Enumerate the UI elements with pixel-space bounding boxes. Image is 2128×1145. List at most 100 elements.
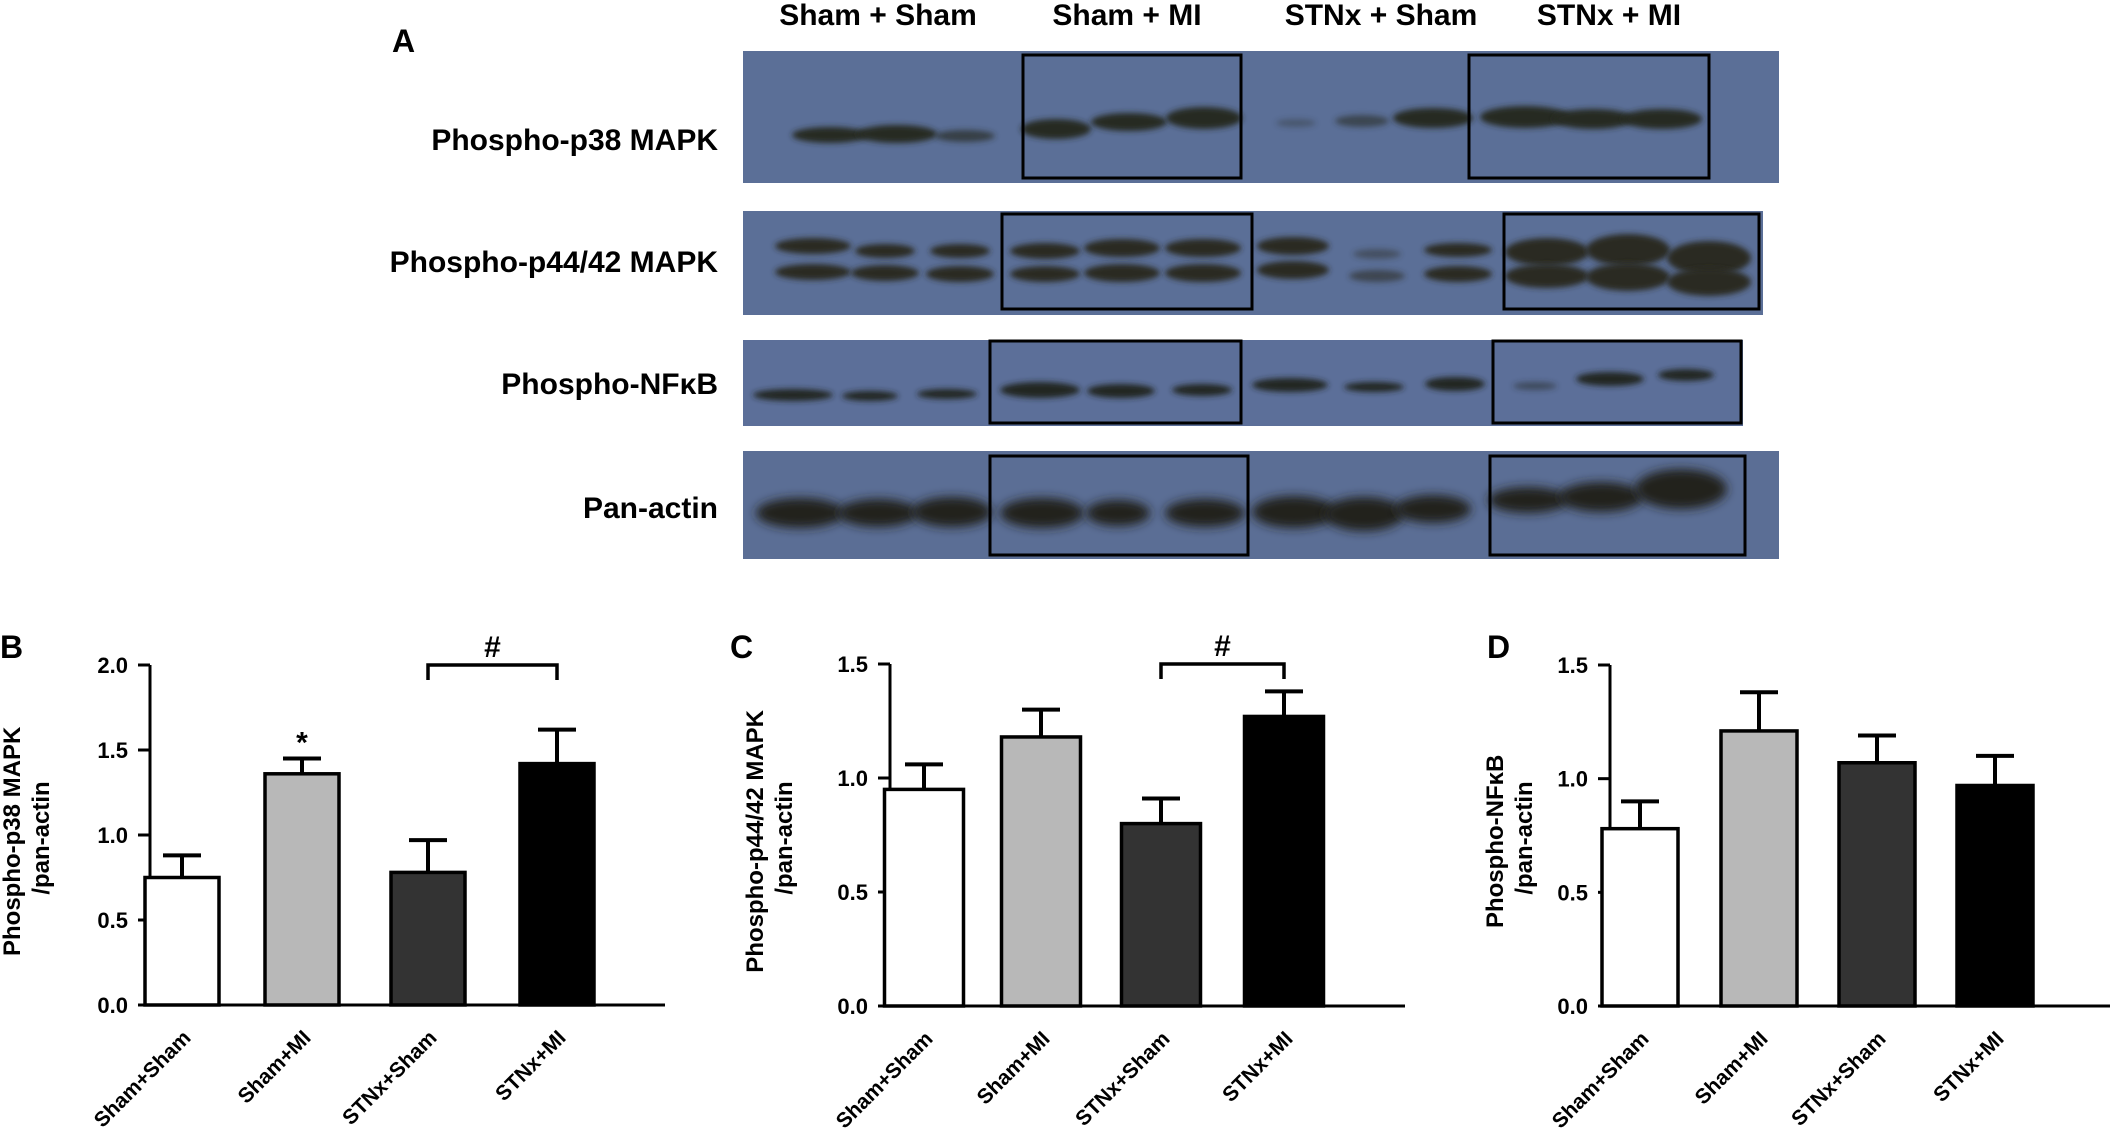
band [857,125,937,143]
panel-a: A Sham + Sham Sham + MI STNx + Sham STNx… [390,0,1779,559]
x-tick-label: STNx+MI [1218,1027,1297,1106]
y-tick-label: 1.5 [97,738,128,763]
band [1488,487,1568,513]
band [1505,238,1589,266]
band [1000,382,1080,398]
band [753,389,833,401]
band [1622,109,1702,129]
bar [1837,761,1917,1008]
x-tick-label: Sham+Sham [90,1026,196,1132]
bar [1955,783,2035,1008]
band [1084,239,1160,257]
band [1559,482,1643,512]
band [1344,382,1404,392]
bar [389,870,467,1007]
bands-pan-actin [756,469,1727,531]
box-sham-mi-pan-actin [988,454,1250,557]
x-tick-label: STNx+MI [1929,1027,2008,1106]
group-label-stnx-mi: STNx + MI [1537,0,1681,32]
band [1353,249,1401,259]
band [1586,263,1670,291]
band [1324,497,1404,531]
bands-p38 [792,106,1702,143]
x-tick-label: STNx+Sham [338,1026,441,1129]
y-axis-label-line-2: /pan-actin [1511,781,1538,894]
band [1395,495,1471,523]
group-label-sham-sham: Sham + Sham [779,0,977,32]
bands-p44-42 [775,234,1751,296]
y-tick-label: 0.0 [837,994,868,1019]
band [1667,241,1751,275]
y-tick-label: 1.5 [837,652,868,677]
band [930,244,990,258]
band [1349,270,1405,282]
band [1576,372,1644,386]
x-tick-label: Sham+MI [1691,1027,1773,1109]
x-tick-label: Sham+Sham [1548,1027,1654,1133]
panel-d: D Phospho-NFκB /pan-actin 0.0 0.5 1.0 1.5 Sh… [1482,629,2110,1133]
y-axis-label-line-1: Phospho-p44/42 MAPK [742,709,769,972]
band [838,499,918,527]
band [1276,119,1316,127]
group-boxes [988,53,1761,557]
y-tick-label: 1.0 [837,766,868,791]
band [1257,261,1329,279]
box-sham-mi-p38 [1021,53,1243,180]
band [1257,237,1329,255]
group-label-sham-mi: Sham + MI [1052,0,1201,32]
band [1586,234,1670,266]
band [756,498,844,528]
band [1010,266,1080,282]
band [1553,109,1633,129]
band [1667,268,1751,296]
band [1425,377,1485,391]
y-tick-label: 1.5 [1557,653,1588,678]
y-tick-label: 2.0 [97,653,128,678]
band [1335,115,1389,127]
box-stnx-mi-nfkb [1491,339,1743,425]
band [1087,384,1155,398]
band [1505,264,1589,288]
box-stnx-mi-pan-actin [1488,454,1747,557]
chart-b: Phospho-p38 MAPK /pan-actin 0.0 0.5 1.0 1.5… [0,631,665,1132]
y-axis-label: Phospho-NFκB /pan-actin [1482,748,1538,928]
group-label-stnx-sham: STNx + Sham [1285,0,1478,32]
y-axis-label-line-1: Phospho-p38 MAPK [0,726,26,956]
band [775,264,851,280]
significance-hash: # [1214,630,1231,663]
bar [143,875,221,1007]
significance-bracket [426,663,559,680]
bar [263,772,341,1007]
panel-b: B Phospho-p38 MAPK /pan-actin 0.0 0.5 1.0 1… [0,629,665,1132]
band [1091,113,1167,131]
band [1252,378,1328,392]
chart-c: Phospho-p44/42 MAPK /pan-actin 0.0 0.5 1.0… [742,630,1405,1133]
band [775,238,851,254]
box-sham-mi-p44-42 [1000,212,1254,311]
band [1513,382,1557,390]
y-axis-label-line-1: Phospho-NFκB [1482,755,1509,928]
blot-strip-nfkb [743,340,1743,426]
y-axis-label-line-2: /pan-actin [771,781,798,894]
bar [1119,821,1203,1008]
chart-d: Phospho-NFκB /pan-actin 0.0 0.5 1.0 1.5 Sham… [1482,653,2110,1133]
band [1084,264,1160,282]
bar [1242,714,1326,1008]
band [1480,106,1570,128]
panel-b-letter: B [0,629,23,665]
x-tick-label: STNx+Sham [1071,1027,1174,1130]
panel-c: C Phospho-p44/42 MAPK /pan-actin 0.0 0.5 1… [730,629,1405,1133]
y-tick-label: 0.0 [97,993,128,1018]
band [917,389,977,399]
band [1021,119,1091,139]
band [851,265,919,281]
x-tick-label: STNx+MI [491,1026,570,1105]
bands-nfkb [753,369,1714,401]
band [1000,498,1084,528]
band [1658,369,1714,381]
band [1010,243,1080,259]
y-tick-label: 1.0 [97,823,128,848]
band [792,127,868,143]
row-label-p38: Phospho-p38 MAPK [431,124,718,157]
